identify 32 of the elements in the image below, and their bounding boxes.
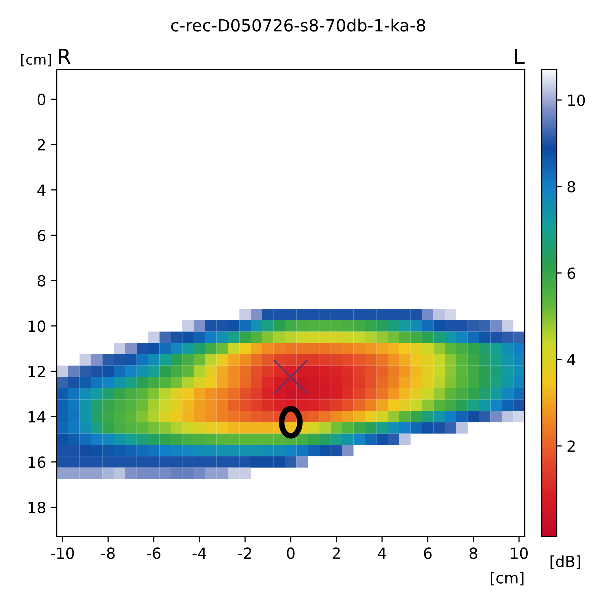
x-tick-label: -8 — [101, 548, 115, 560]
color-bar-title: [dB] — [550, 556, 580, 570]
x-tick-label: -4 — [192, 548, 206, 560]
x-tick-label: 10 — [511, 548, 528, 560]
y-tick-label: 0 — [38, 94, 46, 106]
y-tick-label: 12 — [28, 366, 46, 378]
x-tick-label: -6 — [147, 548, 161, 560]
x-tick-label: 2 — [332, 548, 340, 560]
x-tick-label: 6 — [424, 548, 432, 560]
y-tick-label: 8 — [38, 275, 46, 287]
y-axis-title: [cm] — [22, 54, 52, 67]
color-bar-label: 2 — [568, 440, 575, 452]
x-tick-label: -2 — [238, 548, 252, 560]
y-tick-label: 18 — [28, 502, 46, 514]
y-tick-label: 16 — [28, 456, 46, 468]
color-bar-label: 10 — [568, 94, 586, 106]
color-bar-label: 6 — [568, 268, 576, 280]
text: R — [59, 49, 71, 64]
x-tick-label: 0 — [287, 548, 295, 560]
y-tick-label: 2 — [38, 139, 46, 151]
y-tick-label: 10 — [28, 320, 46, 332]
color-bar-label: 4 — [567, 354, 576, 366]
x-axis-title: [cm] — [491, 572, 524, 586]
text: L — [515, 49, 525, 64]
x-tick-label: 4 — [378, 548, 386, 560]
y-tick-label: 14 — [28, 412, 46, 423]
y-tick-label: 6 — [38, 230, 46, 242]
x-tick-label: 8 — [470, 548, 478, 560]
x-tick-label: -10 — [50, 548, 74, 560]
chart-title: c-rec-D050726-s8-70db-1-ka-8 — [171, 18, 426, 32]
y-tick-label: 4 — [38, 184, 46, 196]
color-bar-label: 8 — [568, 181, 576, 193]
